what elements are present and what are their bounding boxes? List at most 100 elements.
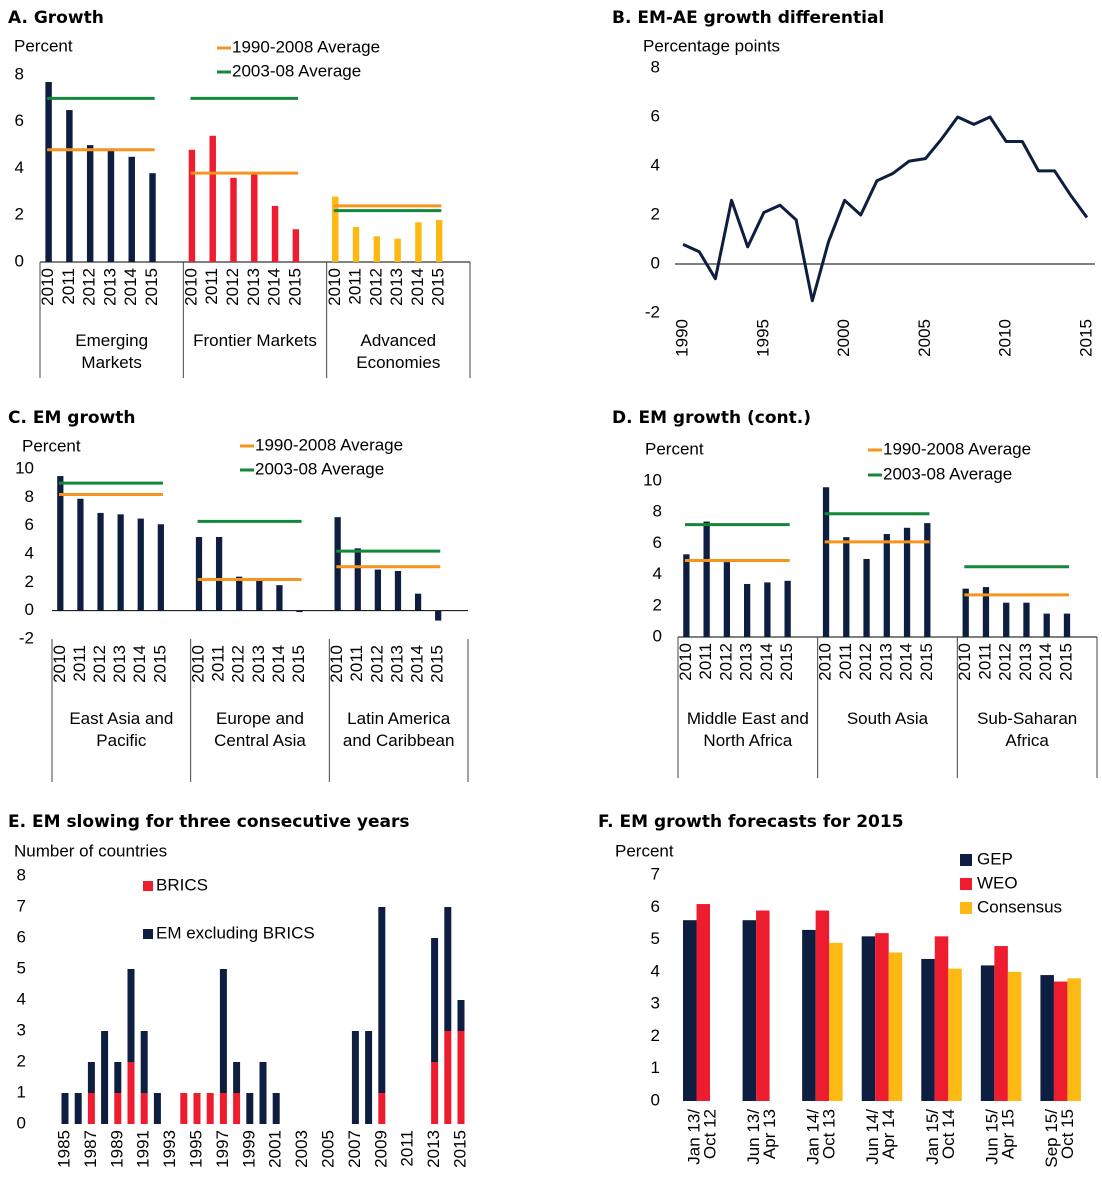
chart-title: C. EM growth xyxy=(8,408,135,428)
legend-label: 1990-2008 Average xyxy=(232,37,380,56)
y-tick-label: 10 xyxy=(15,458,34,477)
chart-title: E. EM slowing for three consecutive year… xyxy=(8,812,410,832)
y-tick-label: 6 xyxy=(651,897,660,916)
x-tick-label: 2001 xyxy=(266,1130,285,1168)
x-tick-label: Oct 14 xyxy=(939,1109,958,1159)
y-axis-label: Percent xyxy=(615,841,674,860)
x-tick-label: 2015 xyxy=(428,645,447,683)
y-tick-label: 2 xyxy=(15,205,24,224)
x-tick-label: Apr 15 xyxy=(998,1109,1017,1159)
bar-segment xyxy=(127,969,135,1062)
x-tick-label: 2014 xyxy=(130,645,149,683)
group-label: Latin America and Caribbean xyxy=(342,709,455,750)
bar xyxy=(296,610,303,613)
bar xyxy=(236,576,243,611)
y-tick-label: 5 xyxy=(651,929,660,948)
y-tick-label: 4 xyxy=(651,961,660,980)
x-tick-label: 2013 xyxy=(387,268,406,306)
bar xyxy=(435,219,443,262)
bar xyxy=(962,588,969,637)
x-tick-label: 2010 xyxy=(38,268,57,306)
x-tick-label: 2015 xyxy=(1076,319,1095,357)
group-label: Frontier Markets xyxy=(193,331,317,350)
bar xyxy=(829,942,843,1101)
bar xyxy=(875,933,889,1101)
bar xyxy=(696,904,710,1101)
x-tick-label: 2011 xyxy=(347,645,366,682)
chart-title: D. EM growth (cont.) xyxy=(612,408,811,428)
legend-swatch xyxy=(143,929,153,939)
x-tick-label: 1989 xyxy=(107,1130,126,1168)
y-tick-label: 2 xyxy=(653,595,662,614)
bar xyxy=(271,205,279,262)
bar xyxy=(822,487,830,637)
bar-segment xyxy=(206,1093,214,1124)
bar xyxy=(883,534,890,637)
bar-segment xyxy=(351,1031,359,1124)
bar xyxy=(435,610,442,621)
bar-segment xyxy=(153,1093,161,1124)
x-tick-label: 2013 xyxy=(244,268,263,306)
x-tick-label: 2010 xyxy=(325,268,344,306)
x-tick-label: 2003 xyxy=(292,1130,311,1168)
bar xyxy=(921,958,935,1101)
bar xyxy=(209,135,216,262)
bar xyxy=(1067,978,1081,1101)
y-tick-label: 4 xyxy=(17,989,26,1008)
x-tick-label: Jun 15/ xyxy=(982,1109,1001,1165)
x-tick-label: 1991 xyxy=(134,1130,153,1168)
group-label: Europe and Central Asia xyxy=(214,709,306,750)
bar xyxy=(394,238,401,262)
x-tick-label: 2010 xyxy=(50,645,69,683)
chart-title: A. Growth xyxy=(8,8,104,28)
bar xyxy=(66,110,73,262)
bar xyxy=(861,936,876,1101)
bar xyxy=(802,929,816,1101)
legend-label: 2003-08 Average xyxy=(883,464,1012,483)
bar xyxy=(332,196,339,262)
bar xyxy=(1023,602,1030,637)
x-tick-label: 2007 xyxy=(345,1130,364,1168)
bar xyxy=(128,156,135,262)
chart-title: F. EM growth forecasts for 2015 xyxy=(598,812,904,832)
x-tick-label: 2014 xyxy=(121,268,140,306)
x-tick-label: 1995 xyxy=(753,319,772,357)
y-axis-label: Number of countries xyxy=(14,841,167,860)
data-line xyxy=(682,115,1089,303)
bar xyxy=(980,965,995,1101)
x-tick-label: 2014 xyxy=(757,643,776,681)
y-tick-label: 0 xyxy=(651,1090,660,1109)
group-label: Advanced Economies xyxy=(356,331,441,372)
x-tick-label: 1997 xyxy=(213,1130,232,1168)
x-tick-label: 2015 xyxy=(450,1130,469,1168)
y-tick-label: 0 xyxy=(17,1113,26,1132)
x-tick-label: Jun 14/ xyxy=(863,1109,882,1165)
bar-segment xyxy=(180,1093,188,1124)
bar-segment xyxy=(233,1062,241,1093)
y-tick-label: 7 xyxy=(651,864,660,883)
bar xyxy=(742,920,757,1101)
group-label: East Asia and Pacific xyxy=(69,709,174,750)
bar-segment xyxy=(272,1093,280,1124)
bar xyxy=(1007,971,1022,1101)
y-tick-label: 4 xyxy=(25,543,34,562)
x-tick-label: 1987 xyxy=(81,1130,100,1168)
legend-swatch xyxy=(960,902,972,914)
group-label: Middle East and North Africa xyxy=(686,709,809,750)
bar-segment xyxy=(87,1062,95,1093)
x-tick-label: Jan 13/ xyxy=(684,1109,703,1165)
y-tick-label: 1 xyxy=(17,1082,26,1101)
bar-segment xyxy=(114,1093,122,1124)
bar xyxy=(994,946,1008,1101)
bar-segment xyxy=(101,1031,109,1124)
y-tick-label: 6 xyxy=(15,111,24,130)
bar xyxy=(764,582,771,637)
bar xyxy=(843,537,850,637)
bar xyxy=(256,580,263,611)
legend-label: EM excluding BRICS xyxy=(156,923,315,942)
bar xyxy=(97,512,104,611)
y-tick-label: 5 xyxy=(17,958,26,977)
bar xyxy=(45,82,52,262)
bar-segment xyxy=(431,1062,439,1124)
x-tick-label: Oct 12 xyxy=(700,1109,719,1159)
